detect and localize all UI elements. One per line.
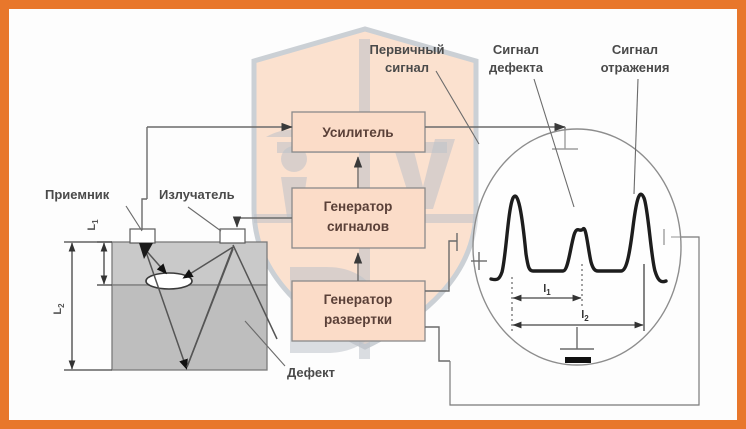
dimension-L1-sub: 1: [91, 219, 100, 224]
svg-text:L2: L2: [52, 303, 66, 315]
block-signal-generator-label-2: сигналов: [327, 219, 389, 234]
dimension-L1-label: L: [86, 224, 98, 231]
screen-dimension-l1-sub: 1: [546, 288, 551, 297]
crt-envelope: [472, 128, 682, 366]
callout-reflection-signal-line1: Сигнал: [612, 42, 658, 57]
dimension-L1: L1: [86, 219, 112, 286]
svg-text:l2: l2: [581, 309, 589, 323]
block-amplifier[interactable]: Усилитель: [291, 111, 426, 153]
specimen-lower-layer: [111, 284, 268, 371]
label-emitter-group: Излучатель: [159, 187, 235, 232]
wiring: [141, 122, 700, 406]
defect-marker: [145, 272, 193, 290]
screen-dimension-l1: l1: [511, 264, 583, 309]
callout-defect-signal-line1: Сигнал: [493, 42, 539, 57]
diagram-canvas: L1 L2 Приемник Излучател: [9, 9, 737, 420]
callout-primary-signal-line1: Первичный: [370, 42, 445, 57]
callout-primary-signal-line2: сигнал: [385, 60, 429, 75]
oscilloscope-screen: l1 l2: [471, 128, 682, 366]
watermark-letter-v: [391, 139, 455, 209]
crt-left-electrode: [471, 252, 487, 270]
crt-ground-electrode: [560, 327, 594, 363]
block-sweep-generator-box[interactable]: [291, 280, 426, 342]
block-sweep-generator[interactable]: Генератор развертки: [291, 280, 426, 342]
receiver-probe: [129, 228, 156, 244]
dimension-L2: L2: [52, 241, 112, 371]
callout-reflection-signal-line2: отражения: [601, 60, 670, 75]
block-sweep-generator-label-1: Генератор: [324, 292, 393, 307]
callout-reflection-signal: Сигнал отражения: [601, 42, 670, 195]
screen-dimension-l2: l2: [511, 264, 645, 331]
svg-text:L1: L1: [86, 219, 100, 231]
ultrasonic-flaw-detector-diagram: L1 L2 Приемник Излучател: [45, 26, 700, 406]
screen-dimension-l2-label: l: [581, 309, 584, 321]
label-emitter: Излучатель: [159, 187, 235, 202]
dimension-L2-label: L: [52, 308, 64, 315]
block-amplifier-box[interactable]: [291, 111, 426, 153]
waveform-trace: [489, 192, 668, 284]
block-sweep-generator-label-2: развертки: [324, 312, 392, 327]
svg-text:l1: l1: [543, 283, 551, 297]
label-defect-group: Дефект: [244, 320, 335, 380]
block-signal-generator-box[interactable]: [291, 187, 426, 249]
label-receiver: Приемник: [45, 187, 110, 202]
dimension-L2-sub: 2: [57, 303, 66, 308]
block-signal-generator[interactable]: Генератор сигналов: [291, 187, 426, 249]
callout-defect-signal: Сигнал дефекта: [489, 42, 575, 208]
ray-paths: [142, 244, 278, 370]
block-signal-generator-label-1: Генератор: [324, 199, 393, 214]
screen-dimension-l2-sub: 2: [584, 314, 589, 323]
specimen-group: L1 L2: [52, 219, 278, 371]
label-receiver-group: Приемник: [45, 187, 143, 232]
callout-defect-signal-line2: дефекта: [489, 60, 544, 75]
label-defect: Дефект: [287, 365, 335, 380]
emitter-probe: [219, 228, 246, 244]
screen-dimension-l1-label: l: [543, 283, 546, 295]
callout-primary-signal: Первичный сигнал: [370, 42, 480, 145]
receiver-probe-tip: [139, 243, 153, 259]
block-amplifier-label: Усилитель: [322, 125, 393, 140]
